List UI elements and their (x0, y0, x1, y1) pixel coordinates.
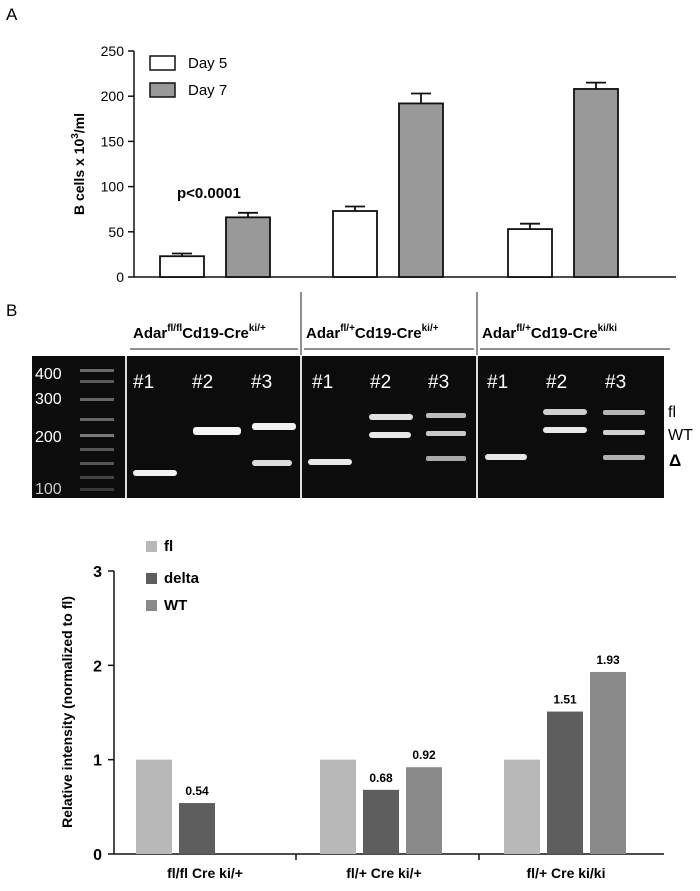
gel-band (603, 455, 645, 460)
lane-label: #1 (312, 372, 333, 393)
data-label: 1.51 (553, 693, 577, 707)
bar-day5 (159, 255, 205, 278)
y-tick-label: 250 (101, 43, 125, 59)
y-tick-label: 2 (93, 658, 102, 675)
legend-label-day7: Day 7 (188, 82, 227, 99)
ladder-label-200: 200 (35, 429, 62, 446)
lane-label: #2 (370, 372, 391, 393)
ladder-band (80, 380, 114, 383)
ladder-band (80, 488, 114, 491)
gel-band (252, 460, 292, 466)
data-label: 1.93 (596, 653, 620, 667)
gel-band (308, 459, 352, 465)
bar-day7 (398, 102, 444, 278)
y-tick-label: 100 (101, 179, 125, 195)
gel-band (543, 409, 587, 415)
legend-label-day5: Day 5 (188, 55, 227, 72)
gel-band (426, 413, 466, 418)
bar-fl (504, 759, 540, 854)
genotype-header-1: Adarfl/flCd19-Creki/+ (133, 323, 266, 342)
x-tick-label: fl/fl Cre ki/+ (167, 865, 243, 881)
genotype-header-2: Adarfl/+Cd19-Creki/+ (306, 323, 439, 342)
y-tick-label: 1 (93, 753, 102, 770)
bar-delta (547, 711, 583, 854)
ladder-band (80, 462, 114, 465)
chart-a-y-axis-label: B cells x 103/ml (70, 113, 87, 215)
y-tick-label: 0 (93, 847, 102, 864)
gel-band (603, 430, 645, 435)
gel-band (426, 456, 466, 461)
chart-b: Relative intensity (normalized to fl) fl… (59, 538, 664, 881)
bar-day7 (225, 216, 271, 278)
band-label-wt: WT (668, 427, 693, 444)
bar-fl (320, 759, 356, 854)
lane-label: #3 (605, 372, 626, 393)
lane-label: #3 (428, 372, 449, 393)
band-label-fl: fl (668, 404, 676, 421)
ladder-band (80, 448, 114, 451)
legend-swatch-delta (146, 573, 157, 584)
legend-label-wt: WT (164, 597, 187, 614)
bar-day5 (332, 210, 378, 278)
data-label: 0.68 (369, 771, 393, 785)
bar-day5 (507, 228, 553, 278)
x-tick-label: fl/+ Cre ki/ki (527, 865, 606, 881)
ladder-band (80, 369, 114, 372)
y-tick-label: 200 (101, 88, 125, 104)
lane-label: #2 (546, 372, 567, 393)
y-tick-label: 0 (116, 269, 124, 285)
bar-wt (590, 671, 626, 854)
gel-band (369, 432, 411, 438)
bar-delta (179, 803, 215, 854)
y-tick-label: 150 (101, 133, 125, 149)
chart-b-y-axis-label: Relative intensity (normalized to fl) (59, 596, 75, 828)
genotype-header-3: Adarfl/+Cd19-Creki/ki (482, 323, 617, 342)
y-tick-label: 50 (108, 224, 124, 240)
bar-wt (406, 767, 442, 854)
lane-label: #3 (251, 372, 272, 393)
legend-label-delta: delta (164, 570, 200, 587)
panel-label-b: B (6, 301, 17, 320)
ladder-label-100: 100 (35, 481, 62, 498)
chart-a-annotation: p<0.0001 (177, 185, 241, 202)
legend-swatch-day7 (149, 82, 176, 98)
bar-day7 (573, 88, 619, 278)
bar-fl (136, 759, 172, 854)
gel-band (543, 427, 587, 433)
ladder-label-300: 300 (35, 391, 62, 408)
gel-band (426, 431, 466, 436)
ladder-label-400: 400 (35, 366, 62, 383)
lane-label: #1 (487, 372, 508, 393)
legend-label-fl: fl (164, 538, 173, 555)
ladder-band (80, 398, 114, 401)
data-label: 0.92 (412, 748, 436, 762)
gel-band (133, 470, 177, 476)
ladder-band (80, 418, 114, 421)
bar-delta (363, 789, 399, 854)
gel-band (252, 423, 296, 430)
gel-band (369, 414, 413, 420)
legend-swatch-day5 (149, 55, 176, 71)
ladder-band (80, 434, 114, 437)
y-tick-label: 3 (93, 564, 102, 581)
gel-band (193, 427, 241, 435)
lane-label: #2 (192, 372, 213, 393)
gel-headers: Adarfl/flCd19-Creki/+ Adarfl/+Cd19-Creki… (130, 292, 670, 355)
band-label-delta: Δ (669, 451, 681, 470)
lane-label: #1 (133, 372, 154, 393)
chart-a: B cells x 103/ml p<0.0001 Day 5 Day 7 0 5… (70, 43, 676, 285)
legend-swatch-wt (146, 600, 157, 611)
data-label: 0.54 (185, 784, 209, 798)
panel-label-a: A (6, 5, 18, 24)
gel-band (485, 454, 527, 460)
gel-band (603, 410, 645, 415)
gel-image: 400 300 200 100 #1 #2 #3 #1 #2 #3 #1 #2 … (32, 356, 664, 498)
legend-swatch-fl (146, 541, 157, 552)
ladder-band (80, 476, 114, 479)
x-tick-label: fl/+ Cre ki/+ (346, 865, 421, 881)
